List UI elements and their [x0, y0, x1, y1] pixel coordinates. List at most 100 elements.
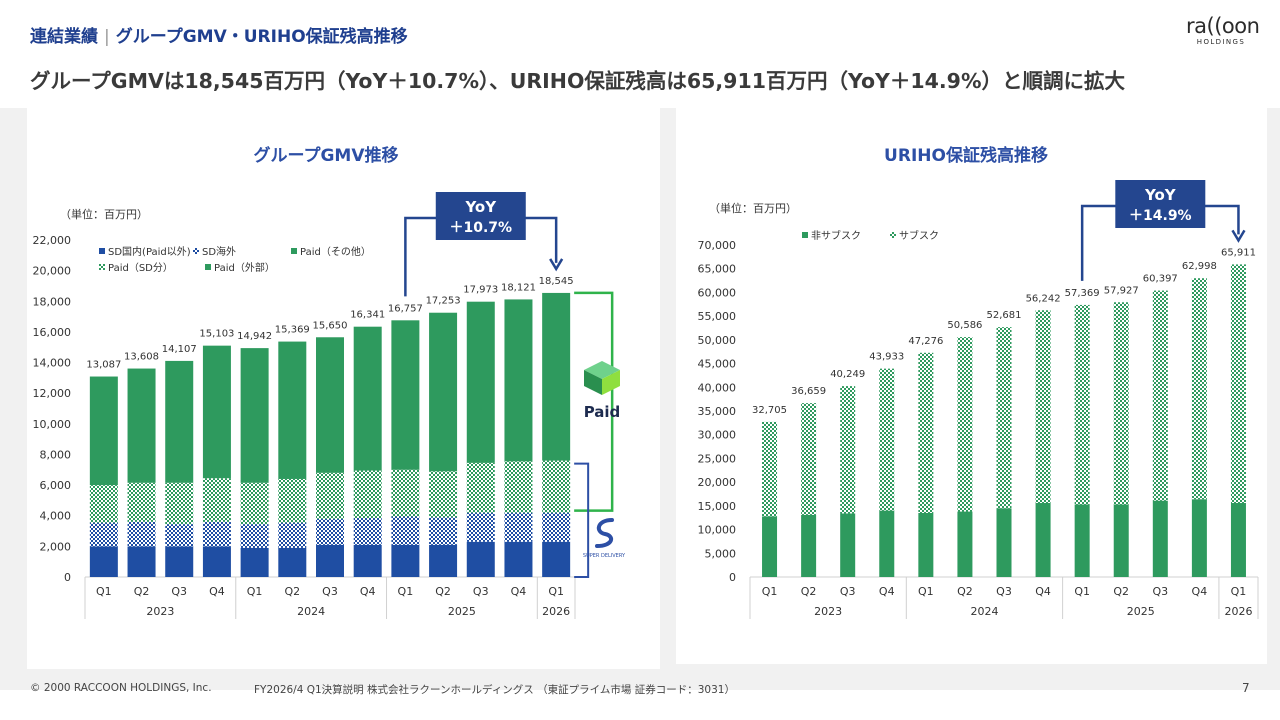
bar-segment-s1 — [240, 524, 269, 548]
y-tick-label: 55,000 — [698, 310, 737, 323]
bar-segment-s2 — [429, 471, 458, 518]
bar-segment-s2 — [391, 469, 420, 517]
bar-segment-s1 — [1035, 310, 1051, 504]
legend-swatch-s2 — [99, 264, 105, 270]
bar-segment-s0 — [996, 508, 1012, 577]
bar-segment-s0 — [879, 510, 895, 577]
bar-segment-s0 — [165, 546, 194, 577]
year-label: 2023 — [146, 605, 174, 618]
bar-segment-s3 — [391, 320, 420, 470]
logo-word: ra((oon — [1186, 14, 1260, 38]
total-data-label: 56,242 — [1026, 293, 1061, 304]
paid-bracket — [574, 291, 614, 512]
bar-segment-s1 — [316, 518, 344, 545]
legend-label: SD国内(Paid以外) — [108, 245, 191, 258]
title-separator: | — [104, 27, 110, 47]
x-tick-label: Q1 — [762, 585, 778, 598]
legend-swatch-s0 — [99, 248, 105, 254]
total-data-label: 18,545 — [539, 276, 574, 287]
x-tick-label: Q3 — [996, 585, 1012, 598]
paid-brand-label: Paid — [584, 403, 621, 421]
bar-segment-s2 — [89, 485, 118, 523]
bar-segment-s1 — [353, 518, 382, 545]
total-data-label: 16,341 — [350, 310, 385, 321]
yoy-title: YoY — [464, 198, 497, 216]
bar-segment-s2 — [278, 478, 307, 523]
total-data-label: 65,911 — [1221, 247, 1256, 258]
bar-segment-s2 — [504, 461, 533, 513]
y-tick-label: 14,000 — [33, 357, 72, 370]
bar-segment-s1 — [840, 386, 856, 514]
x-tick-label: Q4 — [1035, 585, 1051, 598]
total-data-label: 32,705 — [752, 405, 787, 416]
bar-segment-s1 — [542, 512, 571, 542]
bar-segment-s1 — [466, 512, 495, 542]
y-tick-label: 0 — [64, 571, 71, 584]
bar-segment-s1 — [1074, 304, 1090, 505]
y-tick-label: 6,000 — [40, 479, 72, 492]
total-data-label: 52,681 — [987, 310, 1022, 321]
legend-swatch-s1 — [890, 232, 896, 238]
bar-segment-s3 — [240, 348, 269, 483]
year-label: 2024 — [970, 605, 998, 618]
bar-segment-s0 — [89, 546, 118, 577]
bar-segment-s3 — [89, 376, 118, 486]
yoy-value: ＋14.9% — [1129, 208, 1192, 224]
headline: グループGMVは18,545百万円（YoY＋10.7%）、URIHO保証残高は6… — [30, 69, 1125, 93]
bar-segment-s3 — [165, 360, 194, 483]
y-tick-label: 35,000 — [698, 405, 737, 418]
bar-segment-s3 — [466, 301, 495, 463]
sd-bracket — [574, 462, 590, 578]
uriho-chart-panel: URIHO保証残高推移 （単位：百万円） 0 5,000 10,000 15,000 20,… — [676, 108, 1267, 664]
bar-segment-s1 — [1191, 278, 1207, 500]
x-tick-label: Q1 — [918, 585, 934, 598]
x-tick-label: Q1 — [1231, 585, 1247, 598]
year-label: 2024 — [297, 605, 325, 618]
legend-swatch-s4 — [205, 264, 211, 270]
x-tick-label: Q1 — [247, 585, 263, 598]
legend-label: Paid（その他） — [300, 245, 371, 258]
bar-segment-s2 — [165, 482, 194, 525]
unit-label: （単位：百万円） — [709, 201, 797, 215]
x-tick-label: Q1 — [1074, 585, 1090, 598]
x-tick-label: Q3 — [840, 585, 856, 598]
bar-segment-s1 — [1230, 264, 1246, 504]
bar-segment-s0 — [1230, 503, 1246, 577]
bar-segment-s0 — [429, 544, 458, 577]
y-tick-label: 60,000 — [698, 286, 737, 299]
uriho-chart: URIHO保証残高推移 （単位：百万円） 0 5,000 10,000 15,000 20,… — [698, 145, 1259, 619]
yoy-box — [1115, 180, 1206, 228]
total-data-label: 14,107 — [162, 344, 197, 355]
gmv-chart-panel: グループGMV推移 （単位：百万円） 0 2,000 4,000 6,000 8,000 10… — [27, 108, 660, 669]
total-data-label: 40,249 — [830, 369, 865, 380]
year-label: 2025 — [1127, 605, 1155, 618]
legend-label: サブスク — [899, 229, 939, 242]
bar-segment-s1 — [202, 521, 231, 547]
paid-logo-icon — [602, 370, 620, 395]
y-tick-label: 20,000 — [33, 265, 72, 278]
legend-swatch-s3 — [291, 248, 297, 254]
y-tick-label: 25,000 — [698, 452, 737, 465]
legend-swatch-s1 — [193, 248, 199, 254]
bar-segment-s2 — [542, 460, 571, 513]
total-data-label: 13,087 — [86, 360, 121, 371]
bar-segment-s1 — [879, 368, 895, 511]
yoy-arrowhead — [549, 258, 564, 272]
gmv-chart: グループGMV推移 （単位：百万円） 0 2,000 4,000 6,000 8,000 10… — [33, 145, 626, 619]
bar-segment-s2 — [202, 478, 231, 522]
bar-segment-s1 — [957, 337, 973, 512]
total-data-label: 16,757 — [388, 303, 423, 314]
bar-segment-s0 — [1152, 500, 1168, 577]
bar-segment-s0 — [278, 547, 307, 577]
total-data-label: 15,650 — [313, 320, 348, 331]
bar-segment-s0 — [353, 544, 382, 577]
raccoon-logo: ra((oon HOLDINGS — [1186, 14, 1260, 48]
bar-segment-s3 — [278, 341, 307, 479]
bar-segment-s2 — [466, 462, 495, 513]
x-tick-label: Q3 — [322, 585, 338, 598]
yoy-arrowhead — [1231, 229, 1246, 243]
bar-segment-s1 — [165, 524, 194, 547]
bar-segment-s0 — [202, 546, 231, 577]
x-tick-label: Q3 — [473, 585, 489, 598]
bar-segment-s0 — [127, 546, 156, 577]
